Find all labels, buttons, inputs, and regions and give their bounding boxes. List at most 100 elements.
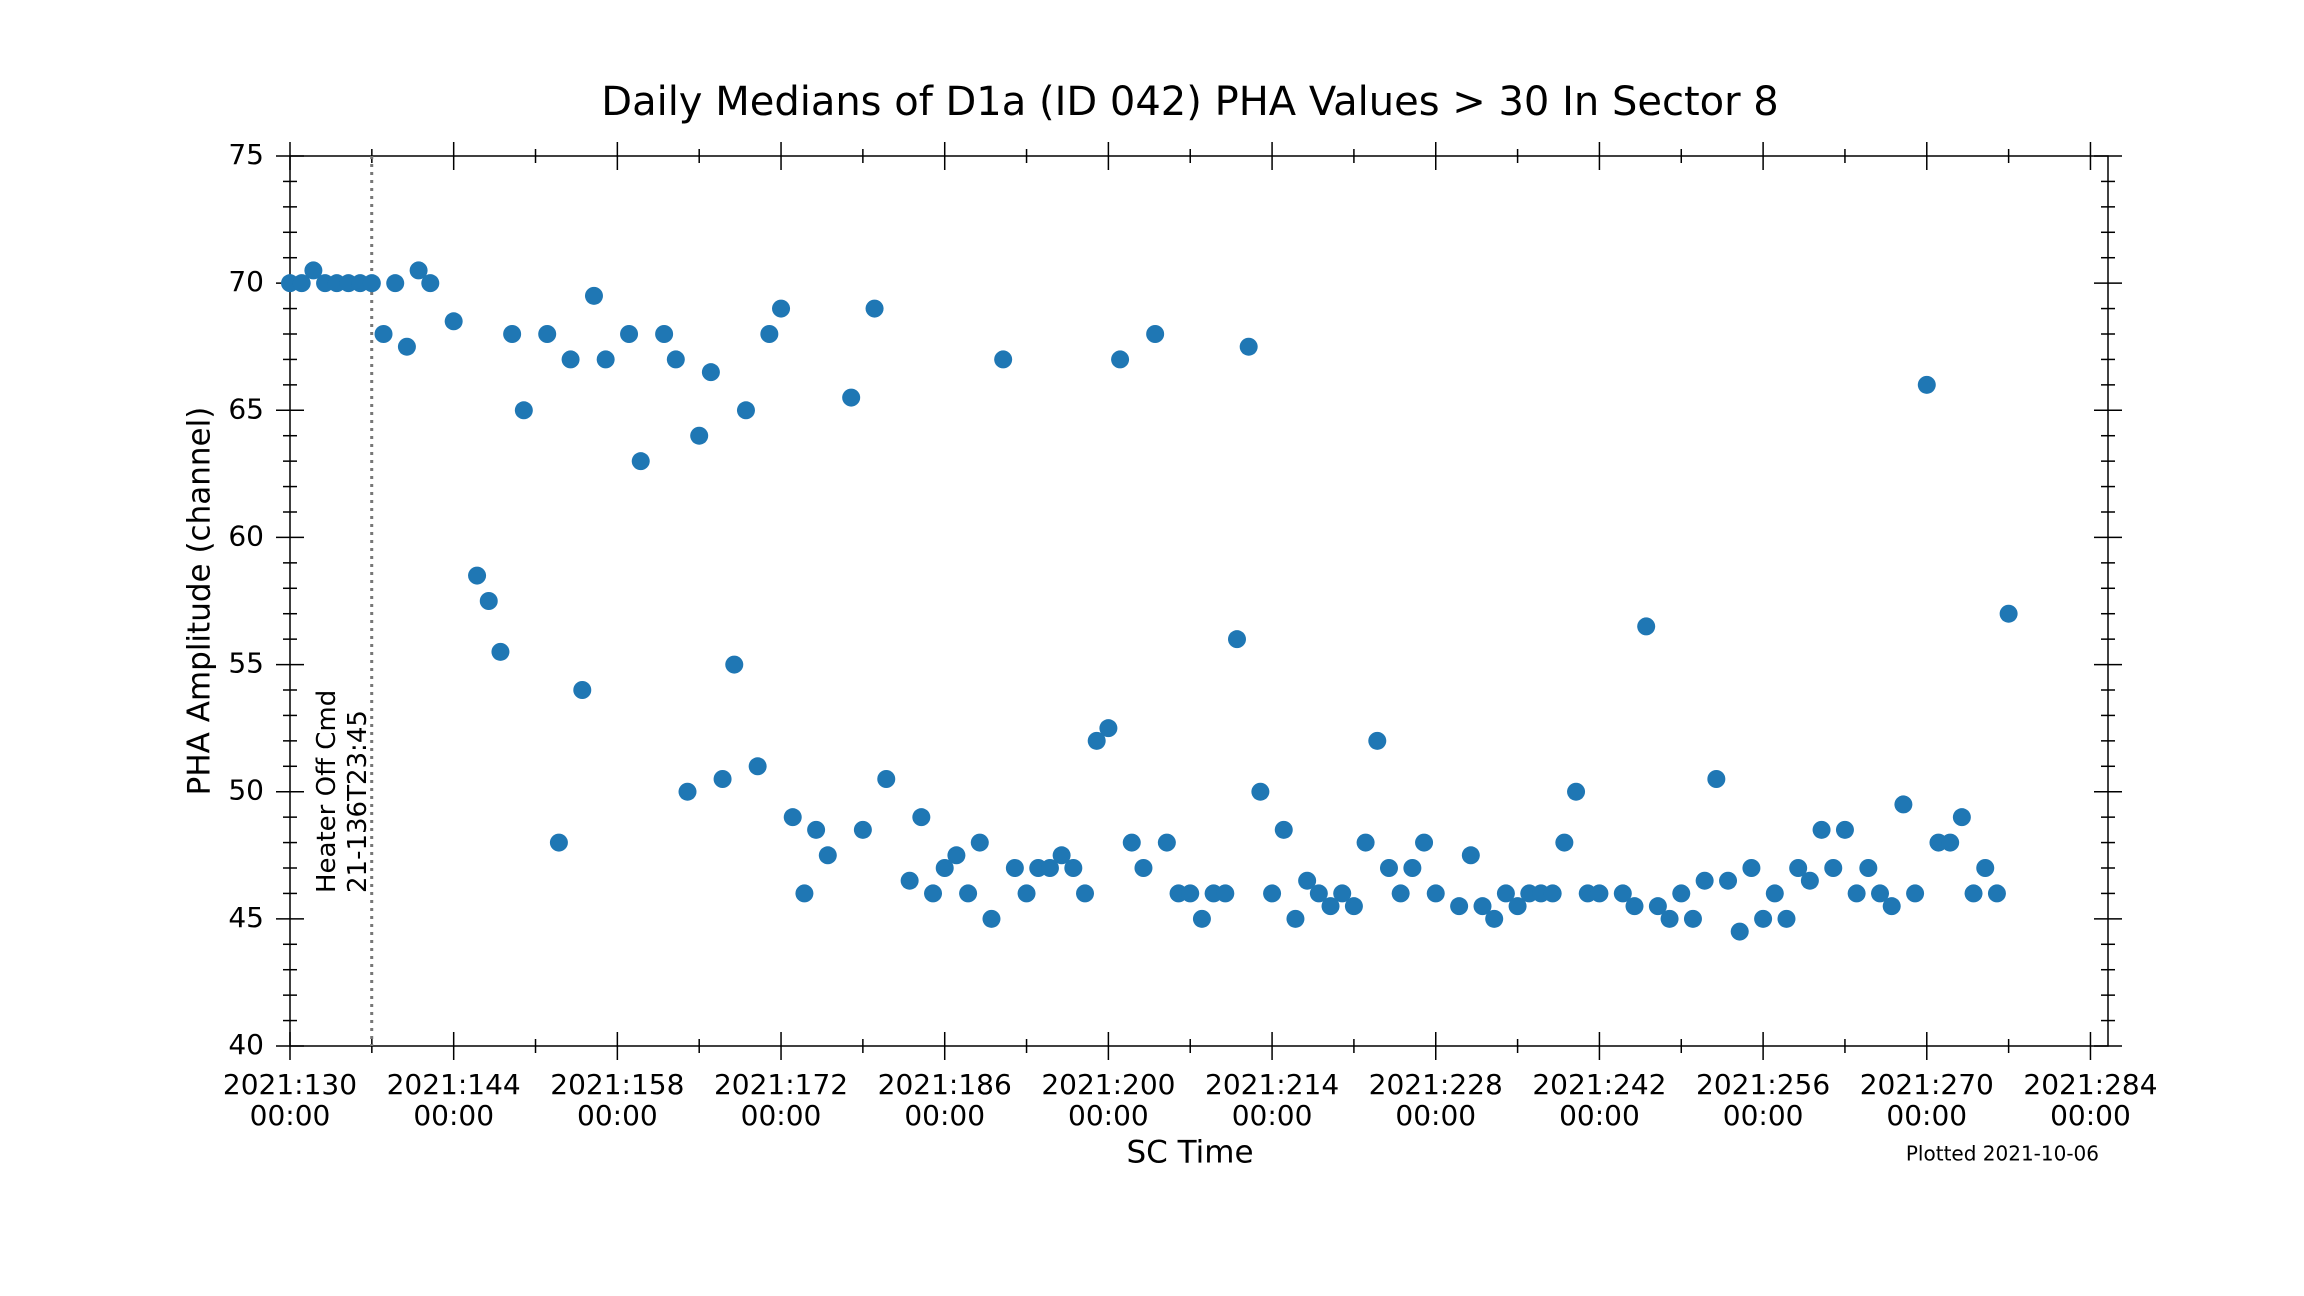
point [1076,884,1095,903]
point [678,782,697,801]
x-tick-label: 00:00 [577,1099,658,1132]
point [1426,884,1445,903]
point [409,261,428,280]
point [1485,909,1504,928]
point [1964,884,1983,903]
x-tick-label: 2021:228 [1369,1068,1503,1101]
y-tick-label: 65 [228,392,264,425]
point [386,274,405,293]
annotation-text: Heater Off Cmd [312,690,342,893]
point [304,261,323,280]
point [1227,630,1246,649]
point [655,325,674,343]
point [1637,617,1656,636]
point [1941,833,1960,852]
point [1800,871,1819,890]
point [713,770,732,788]
point [666,350,685,369]
x-tick-label: 00:00 [741,1099,822,1132]
point [760,325,779,343]
point [1660,909,1679,928]
point [1648,897,1667,916]
point [1999,604,2018,623]
point [444,312,463,331]
y-tick-label: 55 [228,647,264,680]
x-tick-label: 00:00 [2050,1099,2131,1132]
point [362,274,381,293]
point [1613,884,1632,903]
point [947,846,966,865]
point [1882,897,1901,916]
point [1450,897,1469,916]
chart-title: Daily Medians of D1a (ID 042) PHA Values… [601,79,1778,125]
point [1111,350,1130,369]
point [994,350,1013,369]
point [1333,884,1352,903]
x-tick-label: 00:00 [1232,1099,1313,1132]
point [1906,884,1925,903]
x-tick-label: 2021:256 [1696,1068,1830,1101]
point [1695,871,1714,890]
y-tick-label: 60 [228,519,264,552]
point [1461,846,1480,865]
point [1473,897,1492,916]
point [1894,795,1913,814]
x-tick-label: 2021:214 [1205,1068,1339,1101]
point [1263,884,1282,903]
point [1216,884,1235,903]
point [1754,909,1773,928]
point [1134,859,1153,877]
point [549,833,568,852]
point [1683,909,1702,928]
point [1298,871,1317,890]
x-tick-label: 2021:158 [550,1068,684,1101]
point [1005,859,1024,877]
point [1543,884,1562,903]
point [701,363,720,382]
point [748,757,767,776]
point [1917,375,1936,394]
point [1146,325,1165,343]
point [1064,859,1083,877]
point [1052,846,1071,865]
point [1157,833,1176,852]
x-tick-label: 2021:284 [2023,1068,2157,1101]
point [1777,909,1796,928]
y-tick-label: 45 [228,901,264,934]
point [1391,884,1410,903]
x-tick-label: 00:00 [1559,1099,1640,1132]
point [1309,884,1328,903]
x-tick-label: 00:00 [250,1099,331,1132]
point [1672,884,1691,903]
point [1099,719,1118,738]
x-tick-label: 00:00 [904,1099,985,1132]
point [818,846,837,865]
point [877,770,896,788]
point [421,274,440,293]
point [491,642,510,661]
point [1707,770,1726,788]
point [1742,859,1761,877]
point [631,452,650,471]
annotation-text: 21-136T23:45 [343,710,373,893]
point [1344,897,1363,916]
point [503,325,522,343]
point [1274,820,1293,839]
point [1812,820,1831,839]
point [807,820,826,839]
y-tick-label: 70 [228,265,264,298]
point [1415,833,1434,852]
point [1356,833,1375,852]
point [842,388,861,407]
point [1730,922,1749,941]
x-tick-label: 2021:186 [878,1068,1012,1101]
point [479,592,498,610]
point [1087,731,1106,750]
point [1871,884,1890,903]
point [1567,782,1586,801]
point [514,401,533,420]
point [725,655,744,674]
point [912,808,931,827]
point [982,909,1001,928]
